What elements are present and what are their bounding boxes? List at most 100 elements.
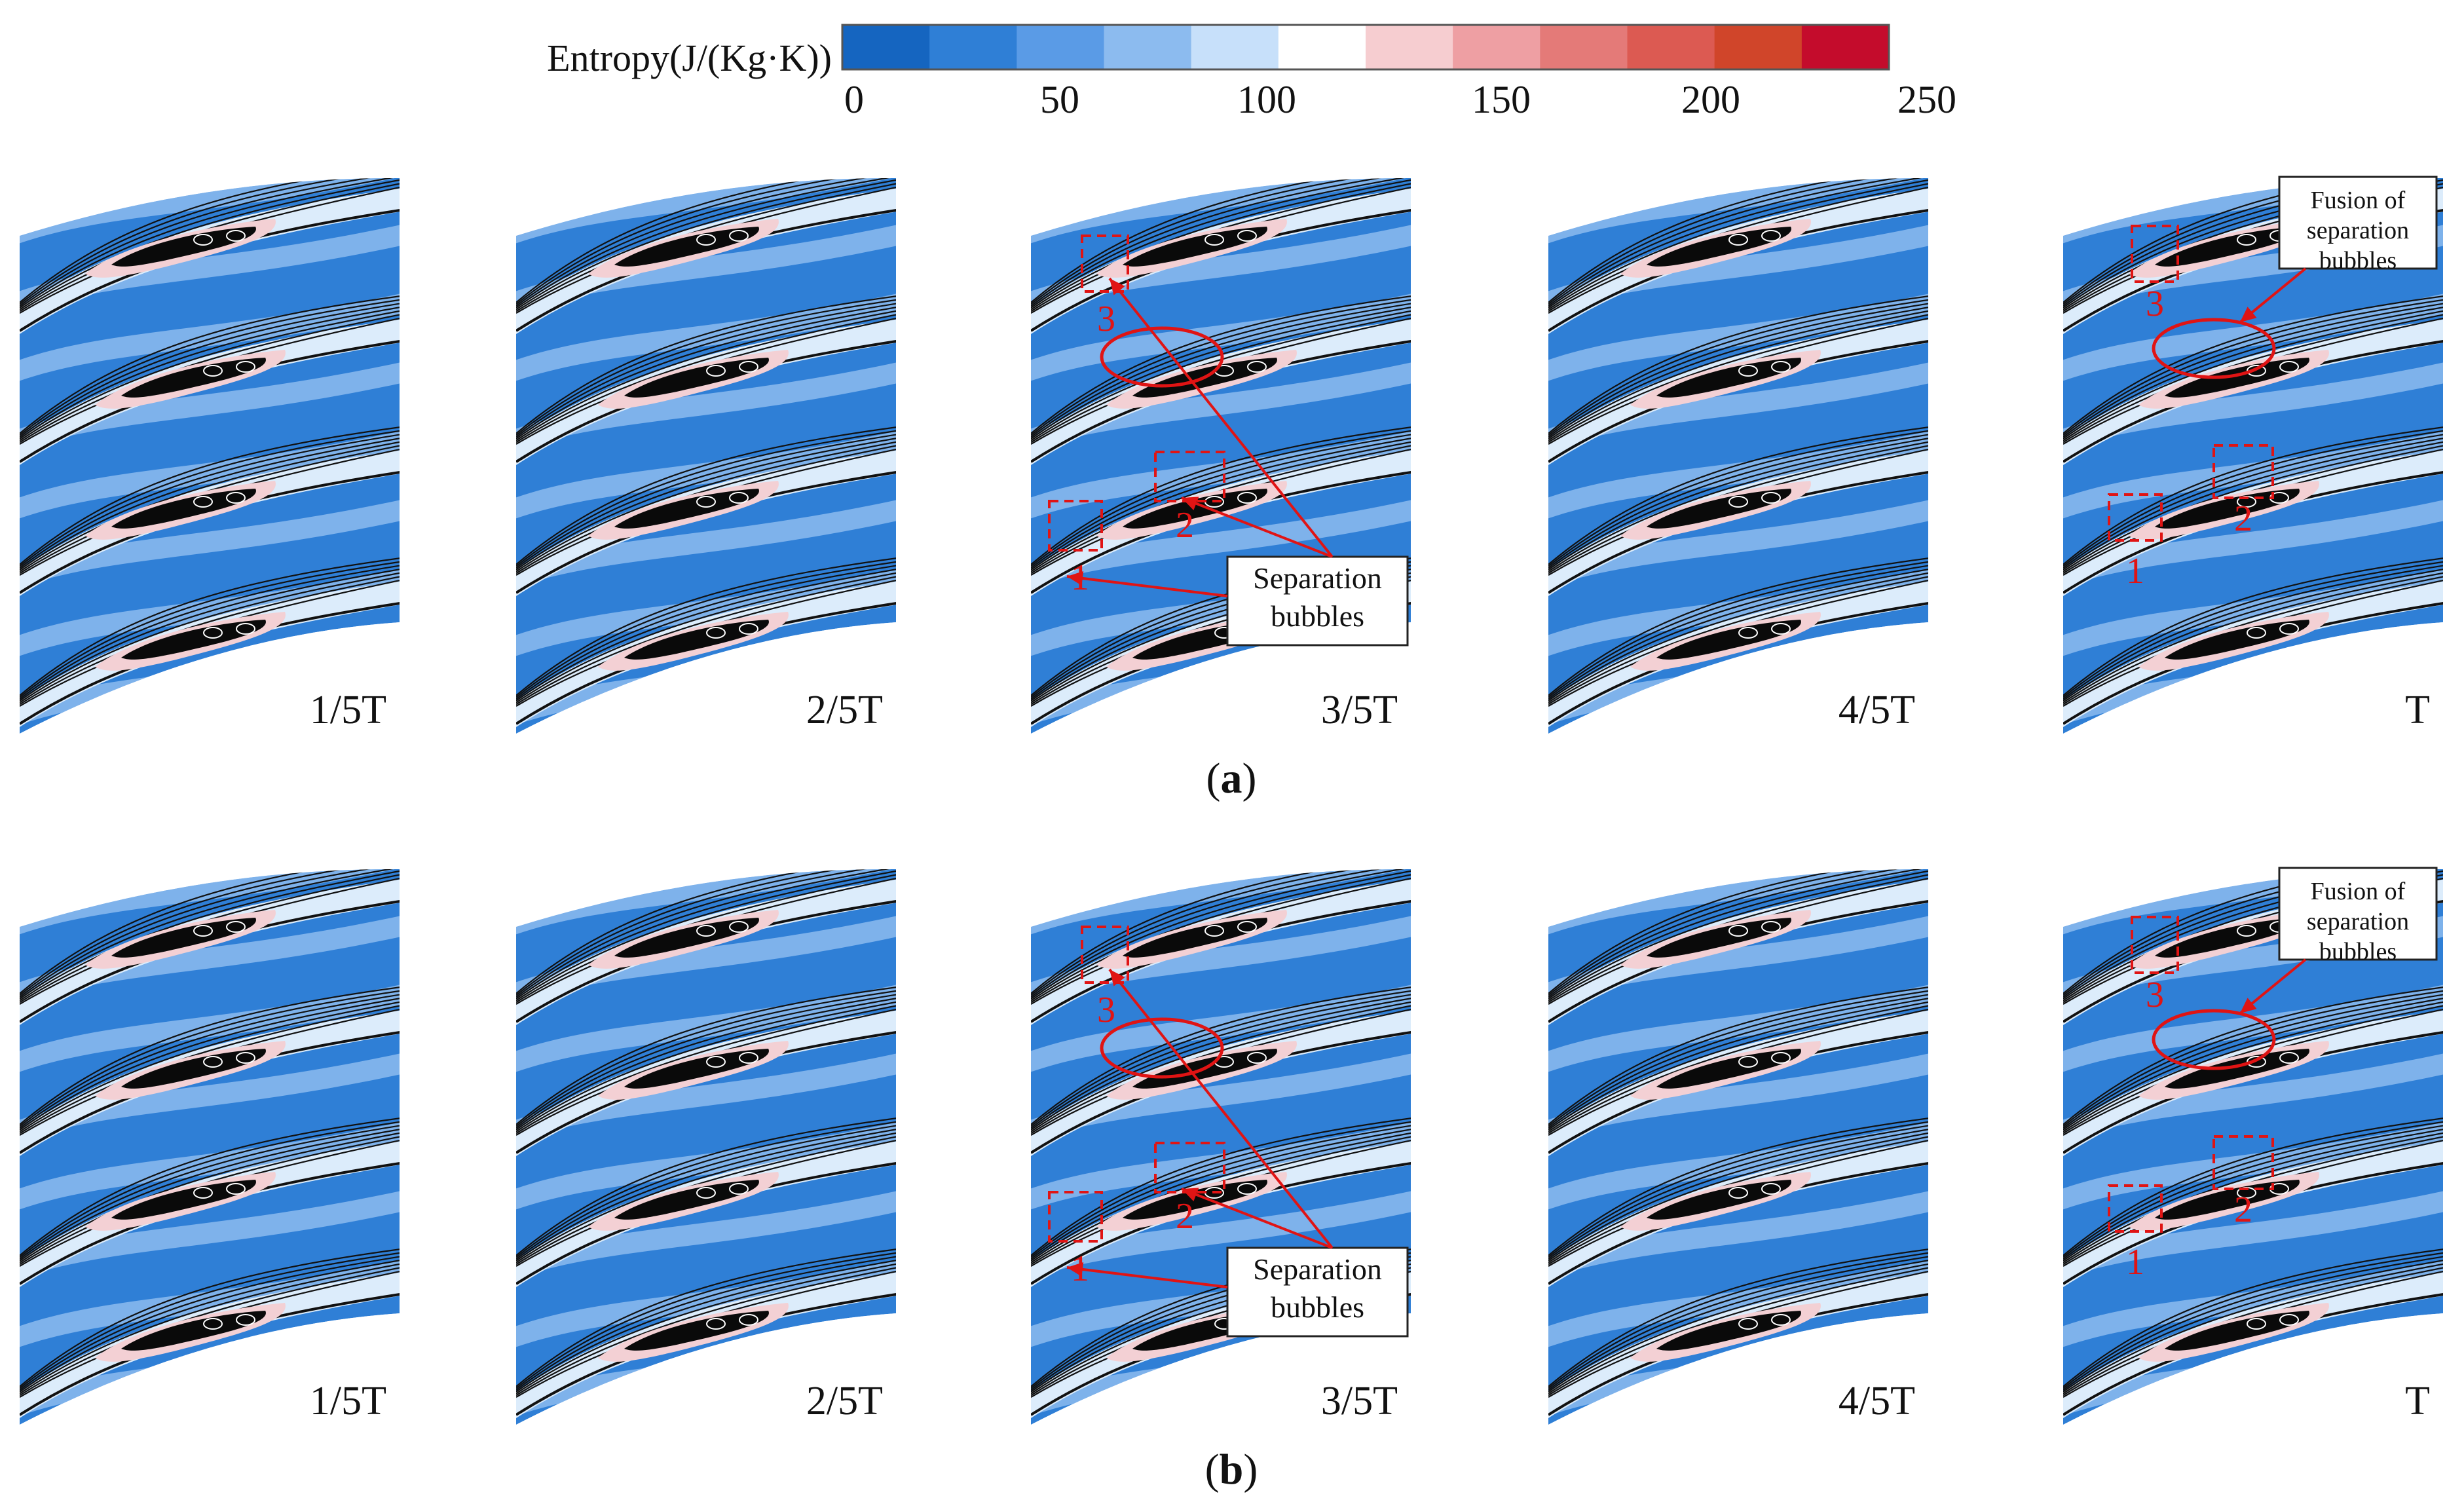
wake-band [1548,422,1928,529]
vortex-core [1738,365,1758,377]
wake-band [1548,1251,1928,1357]
caption-open: ( [1205,1446,1220,1493]
wake-band [20,178,400,185]
separation-bubble [2165,620,2309,660]
streamline [20,301,400,438]
streamline [20,304,400,440]
vortex-core [203,365,223,377]
vortex-core [1771,1052,1791,1064]
colorbar-swatch [1540,25,1628,69]
streamline [1548,1264,1928,1397]
streamline [20,563,400,700]
blade-passage [20,555,400,727]
callout-arrow [1181,497,1333,558]
wake-band [20,907,400,1013]
region-number: 2 [2234,498,2252,539]
wake-band [20,491,400,597]
streamline [1548,1126,1928,1262]
vortex-core [1204,925,1224,937]
blade-boundary-layer [2063,449,2443,596]
wake-band [20,1045,400,1151]
streamline [2063,559,2443,698]
callout-arrow [1066,575,1228,597]
blade-boundary-layer [516,878,896,1025]
streamline [1031,428,1411,567]
wake-band [1548,869,1928,876]
streamline [20,984,400,1125]
blade-passage [2063,984,2443,1156]
streamline [2063,1119,2443,1258]
streamline [20,178,400,307]
streamline [516,999,896,1133]
streamline [1548,995,1928,1131]
streamline [1548,869,1928,994]
wake-band [1031,1045,1411,1151]
wake-band [2063,178,2443,185]
streamline [516,311,896,443]
callout-arrow [1108,968,1334,1249]
streamline [1548,1254,1928,1391]
blade-boundary-layer [516,1140,896,1287]
streamline [516,1123,896,1260]
streamline [2063,308,2443,441]
streamline [2063,439,2443,572]
colorbar-swatch [1453,25,1540,69]
callout-text: bubbles [1271,1290,1364,1324]
streamline [2063,570,2443,703]
streamline [2063,1254,2443,1391]
separation-bubble [1647,227,1791,267]
streamline [20,424,400,565]
streamline [2063,869,2443,994]
blade-passage [516,1247,896,1418]
vortex-core [1761,492,1781,504]
vortex-core [2237,234,2256,246]
streamline [20,988,400,1127]
streamline [1031,869,1411,998]
colorbar-tick-label: 200 [1681,78,1740,121]
blade-passage [1031,1116,1411,1287]
callout-arrow [1066,1266,1228,1288]
callout-arrowhead [1067,1262,1084,1277]
blade-boundary-layer [20,449,400,596]
streamline [516,869,896,1000]
vortex-core [226,1183,246,1195]
vortex-core [2247,365,2266,377]
streamline [20,1250,400,1389]
panel-content [20,178,400,734]
blade-boundary-layer [1548,449,1928,596]
streamline [516,1261,896,1395]
region-number: 2 [1176,505,1194,546]
blade-passage [516,1116,896,1287]
wake-band [1548,1045,1928,1151]
vortex-core [696,1187,716,1199]
blade-boundary-layer [20,1140,400,1287]
colorbar-tick-label: 150 [1472,78,1531,121]
region-number: 1 [2126,1242,2144,1283]
streamline [1548,563,1928,700]
vortex-core [1247,1052,1267,1064]
vortex-core [2247,627,2266,639]
streamline [2063,432,2443,569]
vortex-core [1247,361,1267,373]
vortex-core [2237,925,2256,937]
streamline [1548,570,1928,703]
colorbar-swatch [1278,25,1366,69]
streamline [516,570,896,703]
region-number: 3 [1097,990,1115,1030]
colorbar-tick-label: 100 [1237,78,1296,121]
streamline [1548,293,1928,434]
streamline [516,432,896,569]
streamline [1031,1126,1411,1262]
wake-band [516,869,896,876]
time-label: 1/5T [310,1379,386,1423]
separation-bubble [111,489,256,529]
vortex-core [2279,1314,2299,1326]
streamline [20,1119,400,1258]
separation-bubble [2165,1049,2309,1089]
wake-band [2063,1045,2443,1151]
time-label: 2/5T [806,688,883,732]
flow-panel: 1/5T [20,178,400,734]
streamline [516,984,896,1125]
wake-band [516,178,896,185]
vortex-core [706,1056,726,1068]
